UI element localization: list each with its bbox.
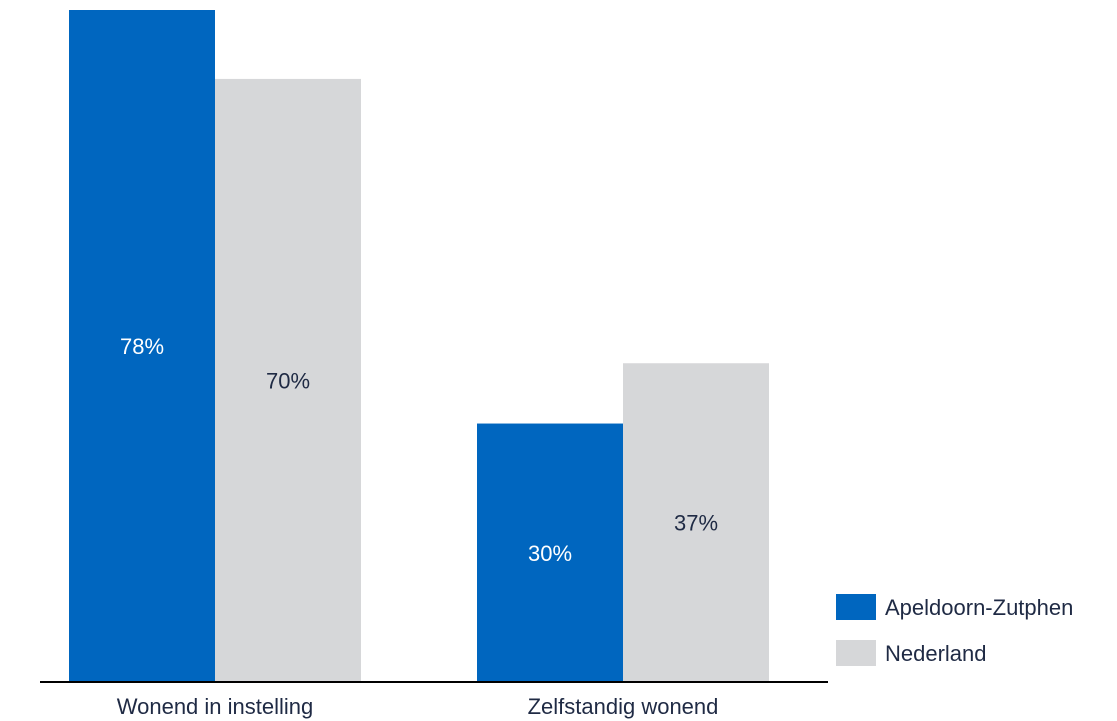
bar-series2-1	[215, 78, 361, 682]
bars-layer	[69, 10, 769, 682]
legend-swatch	[836, 640, 876, 666]
bar-series1-2	[477, 423, 623, 682]
bar-series2-2	[623, 363, 769, 682]
legend-label: Apeldoorn-Zutphen	[885, 595, 1073, 620]
data-label: 70%	[266, 368, 310, 393]
data-label: 78%	[120, 334, 164, 359]
legend: Apeldoorn-Zutphen Nederland	[836, 594, 1073, 666]
data-label: 30%	[528, 541, 572, 566]
category-label: Zelfstandig wonend	[528, 694, 719, 719]
bar-labels-layer: 78% 70% 30% 37%	[120, 334, 718, 566]
bar-series1-1	[69, 10, 215, 682]
category-label: Wonend in instelling	[117, 694, 314, 719]
legend-label: Nederland	[885, 641, 987, 666]
category-labels-layer: Wonend in instelling Zelfstandig wonend	[117, 694, 719, 719]
legend-swatch	[836, 594, 876, 620]
data-label: 37%	[674, 511, 718, 536]
